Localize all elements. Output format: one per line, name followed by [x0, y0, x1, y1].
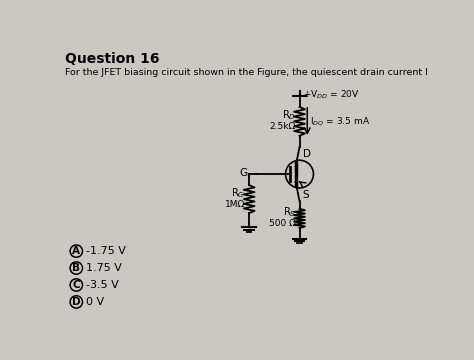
Text: R$_S$: R$_S$ — [283, 205, 296, 219]
Text: 1MΩ: 1MΩ — [225, 200, 245, 209]
Text: -3.5 V: -3.5 V — [86, 280, 119, 290]
Text: S: S — [302, 189, 309, 199]
Text: 1.75 V: 1.75 V — [86, 263, 122, 273]
Text: 0 V: 0 V — [86, 297, 104, 307]
Text: Question 16: Question 16 — [64, 53, 159, 67]
Text: For the JFET biasing circuit shown in the Figure, the quiescent drain current ID: For the JFET biasing circuit shown in th… — [64, 68, 474, 77]
Text: D: D — [72, 297, 81, 307]
Text: 2.5kΩ: 2.5kΩ — [269, 122, 296, 131]
Text: -1.75 V: -1.75 V — [86, 246, 126, 256]
Text: +V$_{DD}$ = 20V: +V$_{DD}$ = 20V — [303, 89, 360, 101]
Text: R$_G$: R$_G$ — [231, 186, 245, 200]
Text: I$_{DQ}$ = 3.5 mA: I$_{DQ}$ = 3.5 mA — [310, 115, 371, 128]
Text: R$_D$: R$_D$ — [282, 108, 296, 122]
Text: 500 Ω: 500 Ω — [269, 219, 296, 228]
Text: A: A — [73, 246, 80, 256]
Text: C: C — [73, 280, 80, 290]
Text: G: G — [239, 167, 247, 177]
Text: D: D — [302, 149, 310, 159]
Text: B: B — [73, 263, 80, 273]
